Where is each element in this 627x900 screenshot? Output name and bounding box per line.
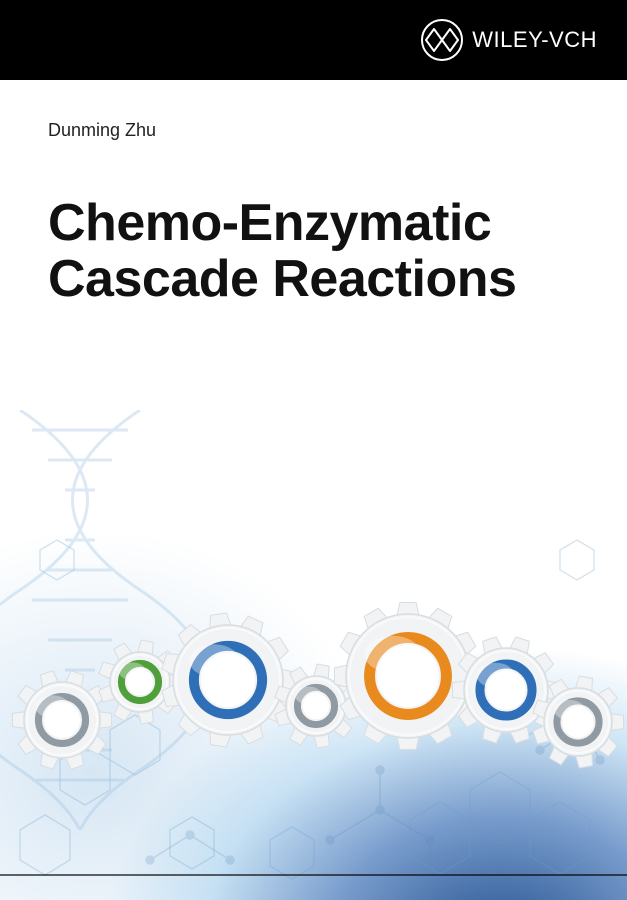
- wiley-logo-icon: [420, 18, 464, 62]
- gears-illustration: [0, 580, 627, 780]
- author-name: Dunming Zhu: [48, 120, 579, 141]
- gear-icon: [530, 674, 626, 770]
- cover-artwork: [0, 400, 627, 900]
- publisher-logo: WILEY-VCH: [420, 18, 597, 62]
- title-line-2: Cascade Reactions: [48, 250, 516, 308]
- title-line-1: Chemo-Enzymatic: [48, 194, 491, 252]
- book-cover: WILEY-VCH Dunming Zhu Chemo-Enzymatic Ca…: [0, 0, 627, 900]
- title-area: Dunming Zhu Chemo-Enzymatic Cascade Reac…: [0, 80, 627, 307]
- bottom-divider: [0, 874, 627, 876]
- publisher-name: WILEY-VCH: [472, 27, 597, 53]
- publisher-header: WILEY-VCH: [0, 0, 627, 80]
- book-title: Chemo-Enzymatic Cascade Reactions: [48, 195, 579, 307]
